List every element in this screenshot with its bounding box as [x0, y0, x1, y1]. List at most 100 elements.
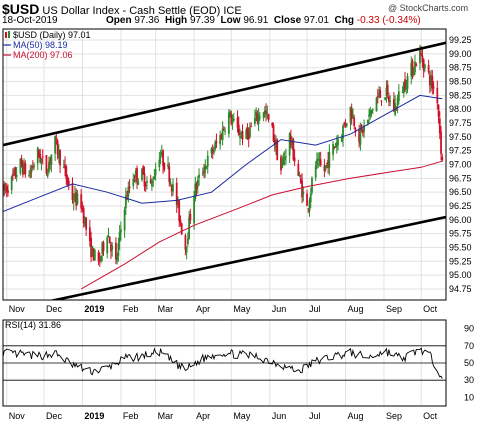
- candle-body: [76, 193, 79, 204]
- candle-body: [271, 122, 274, 127]
- candle-body: [327, 159, 330, 169]
- candle-body: [314, 165, 317, 178]
- candle-body: [3, 184, 6, 191]
- candle-body: [116, 256, 119, 261]
- candle-body: [102, 242, 105, 251]
- candle-body: [158, 159, 161, 168]
- candle-body: [142, 166, 145, 175]
- candle-body: [85, 217, 88, 230]
- candle-body: [298, 175, 301, 177]
- candle-body: [107, 235, 110, 238]
- candle-body: [369, 109, 372, 116]
- candle-body: [427, 65, 430, 73]
- rsi-x-tick-6: May: [233, 411, 251, 421]
- price-x-tick-0: Nov: [9, 304, 26, 314]
- candle-body: [397, 91, 400, 101]
- candle-body: [93, 250, 96, 260]
- candle-body: [195, 183, 198, 189]
- candle-body: [227, 112, 230, 134]
- legend-candle-swatch: [5, 32, 7, 38]
- legend-candle-swatch: [8, 31, 10, 38]
- candle-body: [110, 243, 112, 252]
- candle-body: [246, 128, 249, 135]
- candles: [3, 44, 444, 267]
- candle-body: [71, 183, 74, 201]
- candle-body: [12, 173, 14, 176]
- candle-body: [344, 122, 347, 126]
- price-x-tick-1: Dec: [46, 304, 63, 314]
- candle-body: [80, 194, 83, 209]
- chg-value: -0.33 (-0.34%): [356, 15, 421, 26]
- candle-body: [239, 135, 241, 138]
- chg-label: Chg: [334, 15, 354, 26]
- channel-upper-line: [3, 41, 446, 147]
- candle-body: [29, 172, 32, 174]
- candle-body: [153, 176, 156, 180]
- candle-body: [33, 165, 35, 168]
- candle-body: [115, 242, 117, 260]
- price-x-tick-8: Jul: [309, 304, 321, 314]
- price-x-tick-7: Jun: [272, 304, 287, 314]
- candle-body: [352, 115, 354, 119]
- candle-body: [280, 156, 282, 171]
- candle-body: [92, 248, 95, 261]
- candle-body: [232, 118, 235, 121]
- candle-body: [46, 173, 49, 177]
- rsi-x-tick-5: Apr: [196, 411, 210, 421]
- candle-body: [221, 128, 224, 141]
- candle-body: [273, 139, 276, 146]
- candle-body: [335, 142, 338, 147]
- candle-body: [13, 170, 16, 174]
- candle-body: [45, 155, 48, 174]
- candle-body: [193, 197, 195, 224]
- candle-body: [180, 223, 183, 235]
- candle-body: [175, 182, 178, 205]
- candle-body: [402, 82, 405, 94]
- candle-body: [213, 150, 215, 153]
- candle-body: [127, 186, 130, 197]
- candle-body: [179, 219, 182, 224]
- candle-body: [210, 148, 213, 154]
- candle-body: [154, 169, 157, 176]
- candle-body: [146, 181, 148, 184]
- candle-body: [421, 55, 424, 63]
- price-grid: [3, 29, 446, 406]
- candle-body: [214, 142, 217, 150]
- rsi-x-tick-2: 2019: [84, 411, 104, 421]
- candle-body: [170, 185, 173, 192]
- candle-body: [55, 137, 58, 140]
- legend-entry-0: $USD (Daily) 97.01: [13, 30, 91, 40]
- candle-body: [438, 118, 441, 134]
- candle-body: [361, 129, 364, 134]
- candle-body: [245, 129, 248, 139]
- symbol: $USD: [2, 1, 40, 17]
- candle-body: [137, 181, 140, 185]
- candle-body: [186, 238, 189, 245]
- candle-body: [19, 158, 22, 174]
- price-x-tick-9: Aug: [347, 304, 363, 314]
- candle-body: [354, 128, 357, 133]
- candle-body: [265, 110, 267, 114]
- rsi-y-tick-1: 30: [464, 375, 474, 385]
- candle-body: [90, 237, 93, 258]
- candle-body: [366, 119, 369, 123]
- candle-body: [392, 99, 395, 112]
- candle-body: [316, 159, 318, 166]
- price-y-tick-5: 96.00: [449, 215, 472, 225]
- candle-body: [267, 114, 270, 120]
- candle-body: [241, 131, 244, 140]
- candle-body: [204, 165, 207, 171]
- high-value: 97.39: [189, 15, 215, 26]
- price-x-tick-6: May: [233, 304, 251, 314]
- candle-body: [282, 158, 285, 165]
- candle-body: [430, 77, 433, 85]
- candle-body: [178, 200, 181, 221]
- candle-body: [206, 155, 209, 167]
- candle-body: [257, 114, 260, 125]
- rsi-y-tick-4: 90: [464, 324, 474, 334]
- candle-body: [324, 165, 327, 170]
- candle-body: [405, 87, 408, 90]
- candle-body: [441, 157, 444, 161]
- candle-body: [198, 174, 200, 178]
- price-x-tick-3: Feb: [123, 304, 139, 314]
